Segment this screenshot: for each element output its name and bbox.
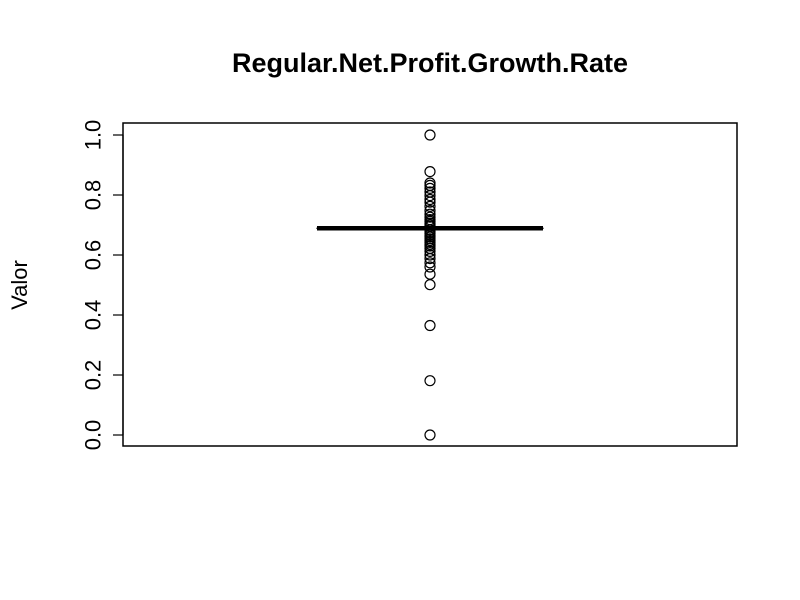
- y-tick-label: 0.2: [81, 360, 106, 391]
- outlier-point: [424, 190, 436, 202]
- outlier-point: [424, 249, 436, 261]
- outlier-point: [424, 375, 436, 387]
- outlier-point: [424, 166, 436, 178]
- outlier-point: [424, 196, 436, 208]
- outlier-point: [424, 193, 436, 206]
- outlier-point: [424, 208, 436, 220]
- chart-title: Regular.Net.Profit.Growth.Rate: [232, 48, 628, 78]
- outlier-point: [424, 245, 436, 257]
- outlier-point: [424, 182, 436, 194]
- outlier-point: [424, 319, 436, 332]
- outlier-point: [424, 429, 436, 441]
- y-tick-label: 0.4: [81, 300, 106, 331]
- outlier-point: [424, 279, 436, 291]
- y-tick-label: 0.8: [81, 180, 106, 211]
- y-tick-label: 1.0: [81, 120, 106, 151]
- y-tick-label: 0.6: [81, 240, 106, 271]
- y-axis-label: Valor: [7, 260, 32, 310]
- y-axis-ticks: 0.0 0.2 0.4 0.6 0.8 1.0: [81, 120, 123, 451]
- outlier-point: [424, 253, 436, 265]
- outlier-point: [424, 205, 436, 217]
- outlier-point: [424, 200, 436, 212]
- outlier-point: [424, 129, 436, 141]
- outlier-point: [424, 261, 436, 273]
- y-tick-label: 0.0: [81, 420, 106, 451]
- outlier-point: [424, 257, 436, 269]
